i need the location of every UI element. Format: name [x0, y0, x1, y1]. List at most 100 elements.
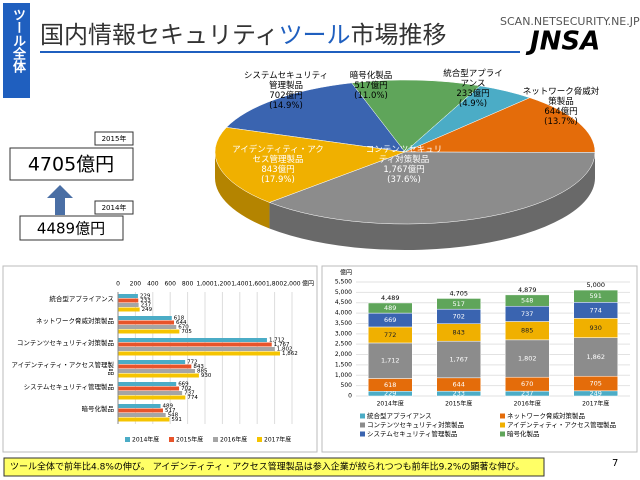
pie-label-name: アイデンティティ・アクセス管理製品: [232, 145, 324, 165]
data-label: 1,767: [274, 342, 290, 348]
x-tick-label: 1,400: [231, 281, 248, 288]
data-label: 670: [521, 380, 533, 388]
x-tick-label: 2017年度: [582, 400, 609, 408]
y-tick-label: 3,000: [335, 330, 352, 337]
data-label: 249: [590, 389, 602, 397]
x-tick-label: 1,000: [196, 281, 213, 288]
legend-swatch: [500, 413, 505, 419]
slice: [404, 97, 596, 153]
data-label: 618: [174, 316, 185, 322]
pie-label-percent: (37.6%): [387, 175, 421, 185]
data-label: 237: [141, 303, 152, 309]
pie-label-value: 644億円: [544, 107, 578, 117]
total-label: 4,879: [518, 286, 537, 294]
x-tick-label: 2014年度: [377, 400, 404, 408]
data-label: 772: [384, 331, 396, 339]
pie-label-percent: (17.9%): [261, 175, 295, 185]
y-tick-label: 1,500: [335, 361, 352, 368]
hbar-panel: [2, 265, 318, 453]
pie-label-percent: (13.7%): [544, 117, 578, 127]
y-tick-label: 5,500: [335, 279, 352, 286]
slice: [268, 151, 596, 225]
bar-segment: [573, 289, 618, 303]
bar-segment: [368, 342, 413, 379]
bar-segment: [436, 340, 481, 379]
pie-label-name: 暗号化製品: [349, 71, 393, 81]
legend-swatch: [360, 431, 365, 437]
pie-label-value: 517億円: [354, 81, 388, 91]
data-label: 669: [178, 382, 189, 388]
bar: [118, 373, 199, 378]
legend-label: 2015年度: [176, 436, 203, 444]
pie-label-percent: (11.0%): [354, 91, 388, 101]
data-label: 705: [181, 329, 192, 335]
y-tick-label: 4,000: [335, 310, 352, 317]
legend-swatch: [125, 437, 130, 442]
pie-label-value: 233億円: [456, 89, 490, 99]
legend-label: 2016年度: [220, 436, 247, 444]
pie-label-value: 843億円: [261, 165, 295, 175]
y-tick-label: システムセキュリティ管理製品: [23, 383, 114, 391]
bar-segment: [573, 337, 618, 377]
x-tick-label: 1,200: [214, 281, 231, 288]
bar: [118, 408, 163, 413]
total-label: 4,705: [449, 289, 468, 297]
data-label: 885: [521, 327, 533, 335]
x-tick-label: 2015年度: [445, 400, 472, 408]
data-label: 930: [201, 373, 212, 379]
bar-segment: [505, 339, 550, 378]
year-box: [94, 200, 134, 215]
data-label: 843: [453, 328, 465, 336]
bar: [118, 298, 139, 303]
data-label: 644: [176, 320, 187, 326]
legend-label: ネットワーク脅威対策製品: [507, 411, 585, 420]
data-label: 233: [140, 298, 151, 304]
bar: [118, 307, 140, 312]
data-label: 548: [521, 297, 533, 305]
title-part: ツール: [279, 21, 351, 49]
legend-swatch: [500, 422, 505, 428]
data-label: 885: [197, 369, 208, 375]
data-label: 229: [384, 390, 396, 398]
y-tick-label: 暗号化製品: [81, 405, 115, 413]
slice: [214, 127, 406, 203]
data-label: 591: [171, 417, 182, 423]
title: 国内情報セキュリティツール市場推移: [40, 21, 447, 49]
note-box: [3, 457, 545, 477]
footer-note: ツール全体で前年比4.8%の伸び。 アイデンティティ・アクセス管理製品は参入企業…: [10, 461, 524, 473]
bar: [118, 325, 177, 329]
bar: [118, 386, 180, 391]
source: SCAN.NETSECURITY.NE.JP: [500, 15, 640, 28]
data-label: 774: [590, 306, 602, 314]
data-label: 1,862: [586, 353, 605, 361]
data-label: 591: [590, 292, 602, 300]
x-tick-label: 0: [116, 281, 120, 288]
x-tick-label: 2,000: [283, 281, 300, 288]
bar: [118, 364, 192, 369]
data-label: 229: [140, 294, 151, 300]
y-tick-label: 4,500: [335, 299, 352, 306]
page-number: 7: [612, 458, 618, 469]
legend-label: アイデンティティ・アクセス管理製品: [507, 420, 616, 429]
bar: [118, 413, 166, 417]
title-part: 市場推移: [351, 21, 447, 49]
bar: [118, 347, 275, 351]
bar: [118, 303, 139, 307]
legend-swatch: [257, 437, 262, 442]
side-label: ツール全体: [9, 8, 25, 73]
legend-swatch: [360, 413, 365, 419]
axis-unit: 億円: [302, 280, 314, 288]
legend-label: 2014年度: [132, 436, 159, 444]
y-tick-label: アイデンティティ・アクセス管理製品: [11, 361, 114, 377]
slice-side: [269, 152, 595, 251]
data-label: 618: [384, 381, 396, 389]
pie-label-name: コンテンツセキュリティ対策製品: [365, 145, 443, 165]
current-year: 2015年: [102, 134, 127, 143]
x-tick-label: 600: [164, 281, 176, 288]
y-tick-label: 1,000: [335, 372, 352, 379]
y-tick-label: 統合型アプライアンス: [49, 295, 114, 303]
y-tick-label: 2,500: [335, 341, 352, 348]
pie-label-name: ネットワーク脅威対策製品: [522, 87, 600, 107]
total-box: [19, 215, 124, 241]
